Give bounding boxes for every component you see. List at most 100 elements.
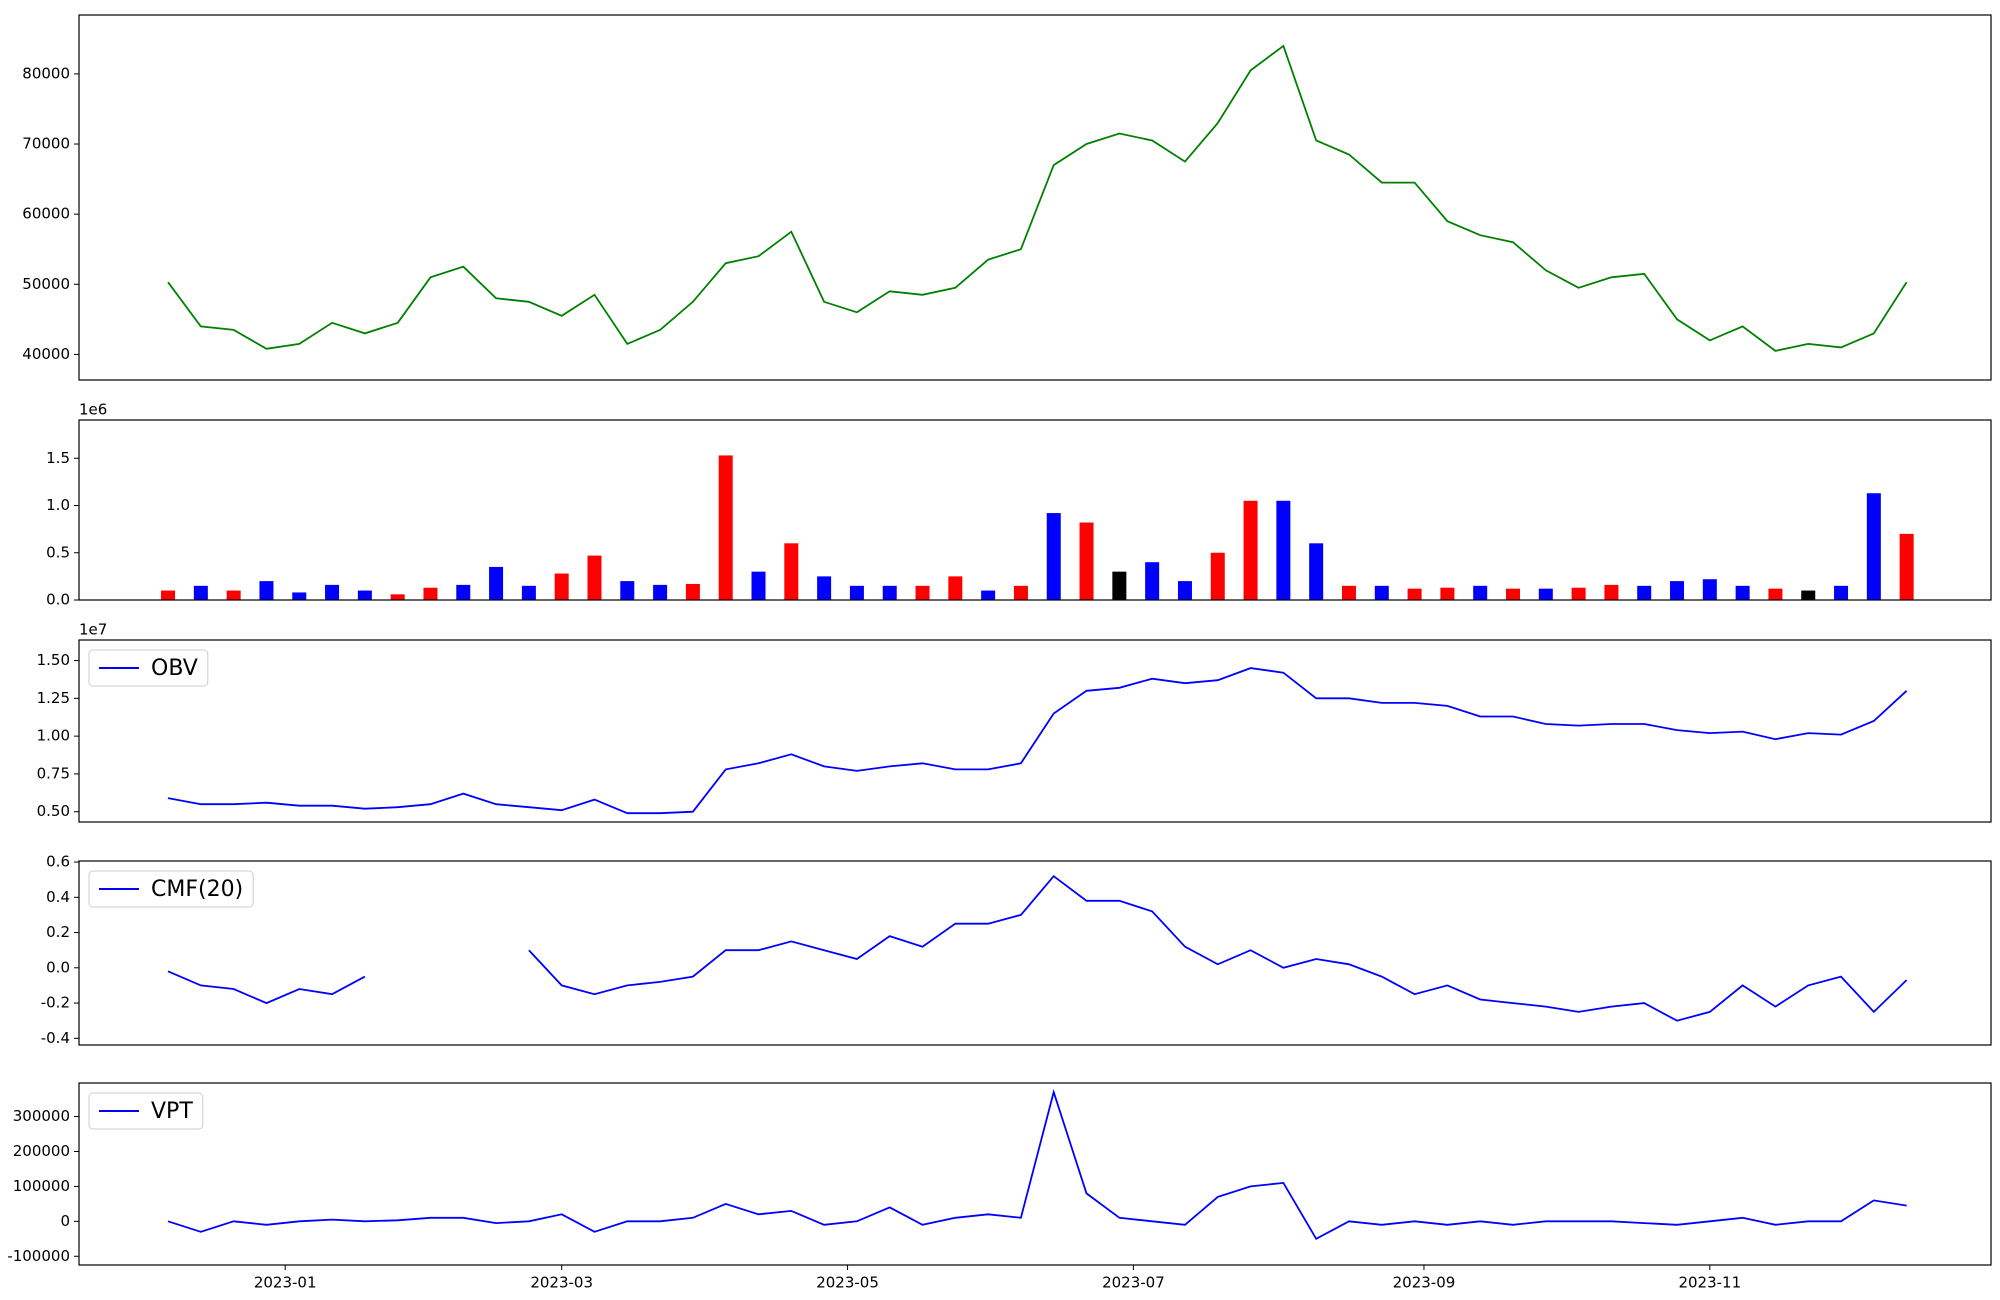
volume-bar [357, 590, 372, 600]
y-tick-label: 1.00 [37, 727, 70, 745]
y-tick-label: 0.5 [46, 543, 70, 561]
volume-bar [751, 571, 766, 600]
volume-bar [1243, 500, 1258, 600]
volume-bar [1801, 590, 1816, 600]
y-tick-label: 60000 [22, 205, 70, 223]
volume-bar [1112, 571, 1127, 600]
volume-bar [292, 592, 307, 600]
y-tick-label: 0.0 [46, 958, 70, 976]
volume-bar [981, 590, 996, 600]
volume-bar [1604, 584, 1619, 600]
volume-bar [1407, 588, 1422, 600]
axes-frame [78, 639, 1992, 823]
volume-bar [521, 585, 536, 600]
legend-box [88, 1092, 204, 1130]
y-tick-label: 0.4 [46, 888, 70, 906]
volume-bar [1309, 543, 1324, 600]
axes-frame [78, 419, 1992, 601]
volume-bar [1571, 587, 1586, 600]
y-tick-label: 70000 [22, 135, 70, 153]
y-tick-label: 0.2 [46, 923, 70, 941]
volume-bar [1145, 562, 1160, 600]
y-tick-label: 0.0 [46, 591, 70, 609]
volume-bar [915, 585, 930, 600]
volume-bar [1735, 585, 1750, 600]
volume-bar [325, 584, 340, 600]
y-tick-label: 1.0 [46, 496, 70, 514]
legend-label: CMF(20) [151, 877, 243, 902]
y-tick-label: 40000 [22, 345, 70, 363]
legend-label: VPT [151, 1099, 193, 1124]
volume-bar [1374, 585, 1389, 600]
y-tick-label: 0.50 [37, 802, 70, 820]
volume-bar [1637, 585, 1652, 600]
y-tick-label: 0.6 [46, 853, 70, 871]
volume-bar [1506, 588, 1520, 600]
volume-bar [1866, 493, 1881, 600]
y-tick-label: -0.4 [41, 1029, 70, 1047]
volume-bar [948, 576, 963, 600]
legend-label: OBV [151, 656, 198, 681]
volume-bar [1276, 500, 1291, 600]
volume-bar [259, 581, 274, 600]
series-line [167, 667, 1908, 815]
volume-bar [161, 590, 176, 600]
volume-bar [1899, 533, 1914, 600]
axes-frame [78, 14, 1992, 381]
volume-bar [653, 584, 668, 600]
volume-bar [1834, 585, 1849, 600]
volume-bar [1046, 513, 1061, 600]
y-tick-label: 0 [60, 1212, 70, 1230]
x-tick-label: 2023-03 [530, 1274, 593, 1292]
y-tick-label: 200000 [13, 1142, 70, 1160]
legend-box [88, 870, 254, 908]
volume-bar [1210, 552, 1225, 600]
y-tick-label: 1.50 [37, 651, 70, 669]
volume-bar [1702, 579, 1717, 600]
y-tick-label: 1.5 [46, 449, 70, 467]
volume-bar [587, 555, 602, 600]
y-tick-label: 0.75 [37, 764, 70, 782]
volume-bar [1473, 585, 1488, 600]
axes-frame [78, 1082, 1992, 1266]
volume-bar [1013, 585, 1028, 600]
volume-bar [1670, 581, 1685, 600]
volume-bar [1538, 588, 1553, 600]
volume-bar [784, 543, 799, 600]
volume-bar [456, 584, 471, 600]
series-line [167, 1088, 1907, 1241]
volume-bar [554, 573, 569, 600]
axes-frame [78, 860, 1992, 1046]
volume-bar [1177, 581, 1192, 600]
volume-bar [849, 585, 864, 600]
volume-bar [489, 566, 504, 600]
y-tick-label: -0.2 [41, 994, 70, 1012]
x-tick-label: 2023-05 [816, 1274, 879, 1292]
series-line [167, 44, 1908, 352]
axis-offset-label: 1e7 [79, 621, 107, 639]
y-tick-label: 1.25 [37, 689, 70, 707]
volume-bar [1341, 585, 1356, 600]
volume-bar [882, 585, 897, 600]
y-tick-label: 100000 [13, 1177, 70, 1195]
volume-bar [817, 576, 832, 600]
volume-bar [685, 583, 700, 600]
y-tick-label: 300000 [13, 1107, 70, 1125]
volume-bar [226, 590, 241, 600]
y-tick-label: 80000 [22, 64, 70, 82]
volume-bar [1440, 587, 1455, 600]
volume-bar [423, 587, 438, 600]
legend-box [88, 649, 209, 687]
volume-bar [193, 585, 208, 600]
x-tick-label: 2023-01 [254, 1274, 317, 1292]
volume-bar [1768, 588, 1783, 600]
x-tick-label: 2023-07 [1102, 1274, 1165, 1292]
volume-bar [620, 581, 635, 600]
volume-bar [390, 594, 405, 600]
volume-bar [718, 455, 733, 600]
y-tick-label: -100000 [7, 1247, 70, 1265]
y-tick-label: 50000 [22, 275, 70, 293]
x-tick-label: 2023-09 [1393, 1274, 1456, 1292]
